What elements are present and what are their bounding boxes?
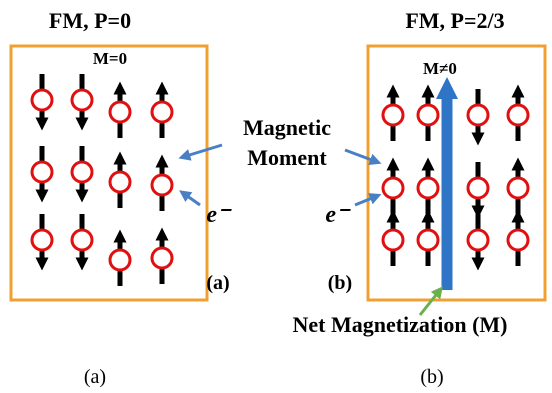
moment-label: Magnetic: [243, 115, 331, 140]
pointer: [355, 196, 377, 205]
electron: [508, 230, 528, 250]
electron: [110, 250, 130, 270]
magnetization: M=0: [93, 49, 127, 68]
pointer: [183, 145, 222, 157]
electron: [508, 178, 528, 198]
electron-label: e⁻: [206, 202, 232, 228]
electron: [468, 105, 488, 125]
panel-label: (b): [328, 272, 352, 294]
electron: [383, 178, 403, 198]
electron: [32, 162, 52, 182]
electron: [152, 175, 172, 195]
electron: [110, 102, 130, 122]
caption: (b): [420, 366, 443, 388]
panel-title: FM, P=2/3: [405, 8, 504, 33]
pointer: [345, 150, 377, 162]
electron: [468, 230, 488, 250]
electron: [468, 178, 488, 198]
electron: [508, 105, 528, 125]
pointer: [183, 193, 200, 205]
electron-label: e⁻: [325, 202, 351, 228]
net-label: Net Magnetization (M): [292, 312, 507, 337]
electron: [72, 162, 92, 182]
electron: [152, 102, 172, 122]
electron: [72, 90, 92, 110]
electron: [418, 178, 438, 198]
caption: (a): [84, 366, 106, 388]
electron: [383, 105, 403, 125]
electron: [152, 248, 172, 268]
panel-label: (a): [206, 272, 229, 294]
electron: [418, 230, 438, 250]
spins: [32, 74, 528, 286]
magnetization: M≠0: [423, 59, 457, 78]
electron: [32, 90, 52, 110]
figure: FM, P=0 M=0 (a) e⁻ FM, P=2/3 M≠0 (b) e⁻ …: [0, 0, 552, 393]
panel-title: FM, P=0: [49, 8, 131, 33]
electron: [72, 230, 92, 250]
moment-label: Moment: [247, 145, 327, 170]
electron: [383, 230, 403, 250]
electron: [110, 172, 130, 192]
electron: [32, 230, 52, 250]
electron: [418, 105, 438, 125]
